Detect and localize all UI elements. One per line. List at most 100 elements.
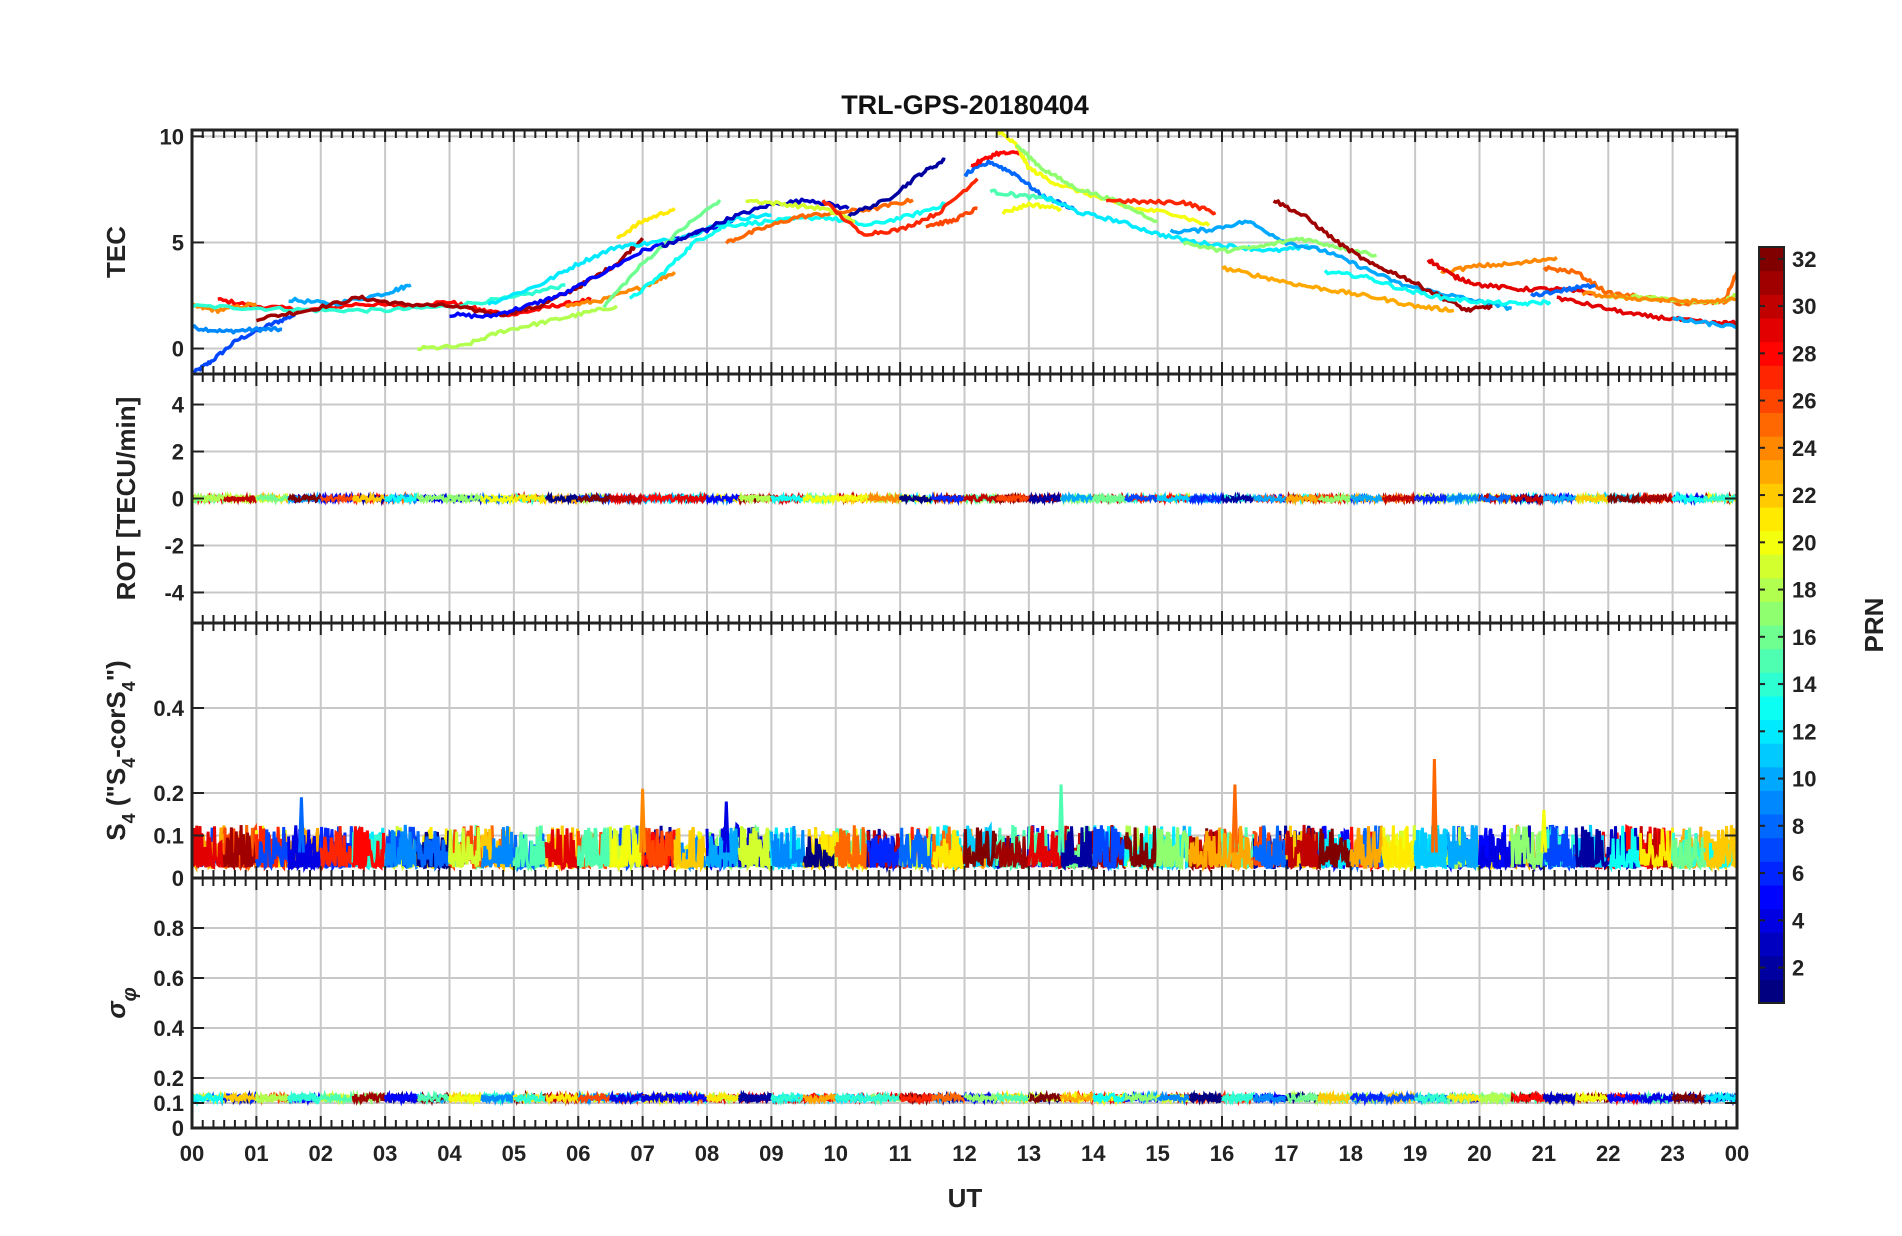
x-tick-label: 15 [1145,1141,1169,1166]
colorbar-tick-label: 10 [1792,767,1816,792]
tec-series-prn-17 [1015,143,1158,224]
x-tick-label: 16 [1210,1141,1234,1166]
x-tick-label: 03 [373,1141,397,1166]
x-tick-label: 18 [1339,1141,1363,1166]
s4-spike [1057,784,1065,853]
colorbar-tick-label: 4 [1792,908,1805,933]
sigma_phi-series-prn-3 [1542,1090,1578,1107]
tec-series-prn-24 [1440,255,1558,275]
colorbar-tick-label: 26 [1792,389,1816,414]
x-tick-label: 17 [1274,1141,1298,1166]
rot-series-prn-30 [609,492,644,506]
tec-series-prn-3 [661,197,850,249]
tec-series-prn-10 [1169,219,1512,311]
rot-series-prn-17 [448,492,483,505]
sigma_phi-series-prn-18 [1479,1090,1513,1107]
x-tick-label: 00 [180,1141,204,1166]
colorbar-cell [1759,506,1784,532]
s4-series-prn-21 [931,829,966,872]
s4-series-prn-19 [737,826,773,872]
y-tick-label: 0 [172,487,184,512]
tec-series-prn-27 [821,177,979,237]
y-tick-label: 0.4 [153,1016,184,1041]
tec-series-prn-13 [628,201,946,300]
colorbar-tick-label: 8 [1792,814,1804,839]
x-tick-label: 12 [952,1141,976,1166]
rot-series-prn-1 [898,493,933,506]
colorbar-cell [1759,554,1784,579]
panel-sigma_phi: 00.10.2 0.4 0.6 0.8 σφ [101,876,1739,1141]
s4-series-prn-32 [1123,825,1160,872]
sigma_phi-series-prn-7 [1381,1090,1417,1107]
rot-series-prn-1 [545,491,579,506]
s4-series-prn-13 [1703,828,1737,872]
x-tick-label: 11 [888,1141,911,1166]
sigma_phi-series-prn-14 [1221,1091,1256,1106]
rot-series-prn-24 [866,490,902,505]
sigma_phi-series-prn-13 [192,1090,225,1107]
tec-series-prn-8 [1530,283,1597,298]
s4-spike [1231,784,1239,853]
y-tick-label: 2 [172,440,184,465]
colorbar-cell [1759,601,1784,626]
tec-series-prn-12 [1040,193,1314,254]
rot-series-prn-16 [1092,492,1127,506]
y-tick-label: 5 [172,230,184,255]
x-tick-label: 19 [1403,1141,1427,1166]
s4-series-prn-32 [963,827,999,868]
colorbar-label: PRN [1859,598,1889,653]
s4-series-prn-11 [1413,826,1449,870]
x-tick-label: 01 [244,1141,268,1166]
sigma_phi-series-prn-21 [705,1091,741,1103]
sigma_phi-series-prn-14 [1414,1090,1449,1106]
rot-series-prn-17 [1317,491,1353,506]
rot-series-prn-6 [1188,491,1224,506]
sigma_phi-series-prn-32 [1027,1089,1063,1105]
sigma_phi-series-prn-20 [448,1091,483,1107]
sigma_phi-series-prn-13 [1092,1091,1127,1105]
rot-series-prn-30 [1382,490,1417,506]
s4-series-prn-21 [1638,827,1675,868]
rot-series-prn-10 [1350,492,1385,506]
x-tick-label: 23 [1660,1141,1684,1166]
rot-series-prn-26 [995,492,1030,504]
rot-series-prn-22 [351,491,386,506]
x-tick-label: 02 [309,1141,333,1166]
s4-series-prn-21 [1381,825,1417,873]
sigma_phi-series-prn-25 [931,1090,966,1105]
sigma_phi-series-prn-22 [222,1090,258,1105]
x-tick-label: 20 [1467,1141,1491,1166]
s4-series-prn-29 [192,825,226,870]
sigma_phi-series-prn-22 [1317,1089,1352,1107]
tec-series-prn-20 [1001,201,1063,215]
y-tick-label: 0.4 [153,696,184,721]
rot-series-prn-17 [416,491,451,506]
rot-series-prn-11 [1156,491,1191,505]
tec-series-prn-21 [616,207,676,240]
sigma_phi-series-prn-20 [1574,1090,1609,1104]
y-axis-label-tec: TEC [101,226,131,278]
y-tick-label: 0.1 [153,1091,184,1116]
colorbar-tick-label: 24 [1792,436,1817,461]
series-tec [192,130,1737,374]
sigma_phi-series-prn-27 [899,1092,934,1106]
sigma_phi-series-prn-23 [1059,1090,1095,1104]
rot-series-prn-32 [577,491,612,505]
x-tick-label: 14 [1081,1141,1106,1166]
rot-series-prn-18 [192,491,226,505]
x-tick-label: 06 [566,1141,590,1166]
rot-series-prn-20 [480,492,516,507]
sigma_phi-series-prn-17 [963,1091,998,1106]
s4-series-prn-28 [351,825,387,872]
colorbar-cell [1759,695,1784,721]
s4-series-prn-19 [448,827,484,869]
rot-series-prn-13 [1671,490,1706,506]
colorbar-cell [1759,365,1784,390]
tec-series-prn-13 [1323,269,1552,307]
s4-spike [1431,758,1438,853]
rot-series-prn-22 [1574,490,1610,506]
s4-series-prn-22 [1703,824,1737,873]
rot-series-prn-10 [1253,491,1288,505]
tec-series-prn-31 [1272,199,1493,313]
